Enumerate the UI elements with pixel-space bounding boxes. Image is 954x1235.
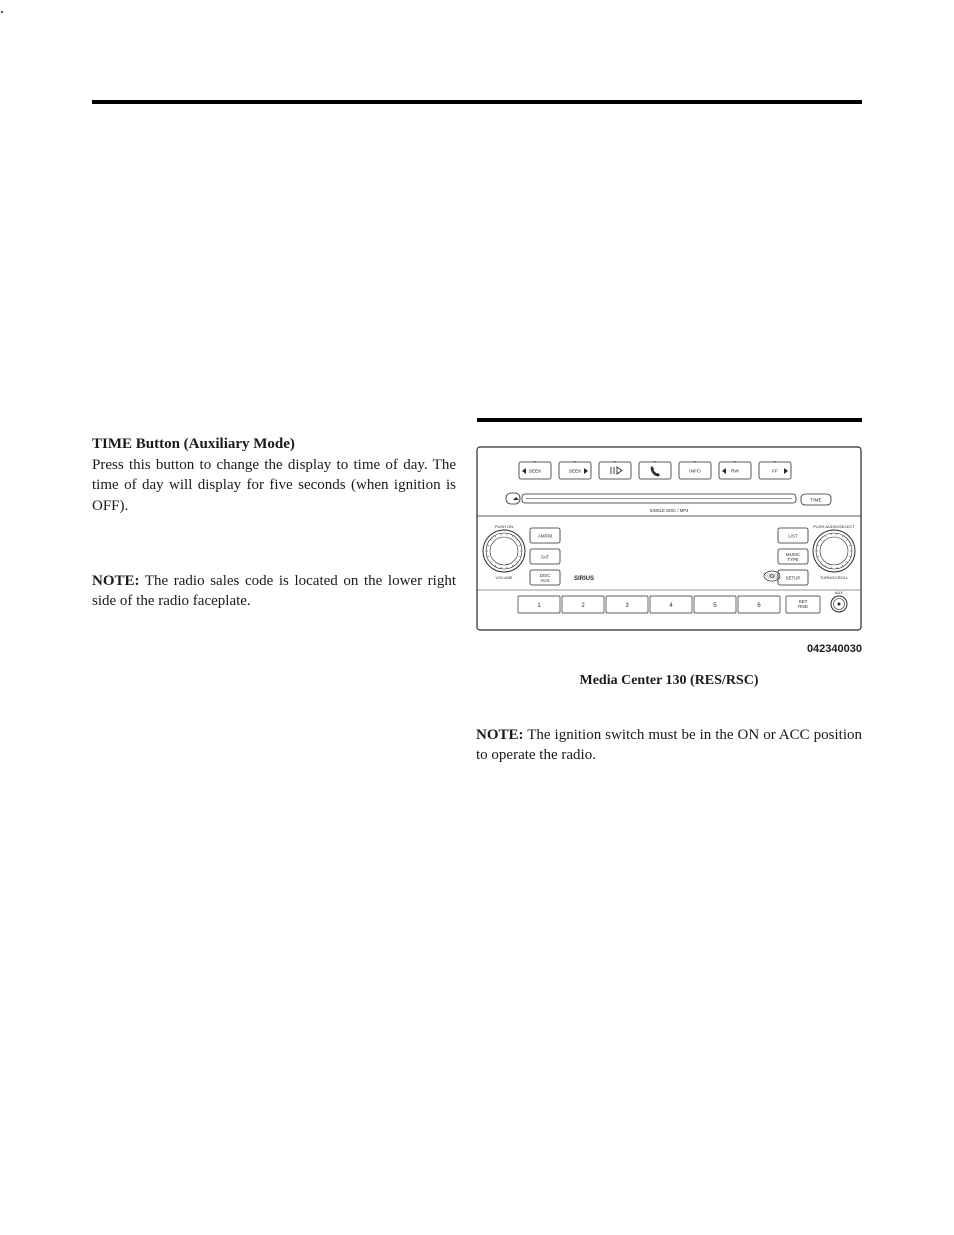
svg-text:SEEK: SEEK (569, 469, 583, 475)
svg-text:FF: FF (772, 469, 778, 475)
top-rule (92, 100, 862, 104)
right-column: SEEK SEEK INFO RW FF TIME SINGLE DISC / MP3… (476, 436, 862, 766)
svg-text:TIME: TIME (810, 498, 821, 504)
svg-text:PUSH ON: PUSH ON (495, 524, 513, 529)
radio-svg: SEEK SEEK INFO RW FF TIME SINGLE DISC / MP3… (476, 436, 862, 641)
mid-rule (477, 418, 862, 422)
svg-text:SIRIUS: SIRIUS (574, 576, 594, 582)
right-note: NOTE: The ignition switch must be in the… (476, 725, 862, 766)
svg-text:SETUP: SETUP (786, 576, 801, 581)
section-body: Press this button to change the display … (92, 455, 456, 516)
svg-text:VOLUME: VOLUME (496, 575, 513, 580)
image-id: 042340030 (476, 643, 862, 655)
svg-text:RW: RW (731, 469, 739, 475)
svg-text:SINGLE DISC / MP3: SINGLE DISC / MP3 (650, 508, 689, 513)
svg-text:SAT: SAT (541, 555, 550, 560)
svg-text:AUX: AUX (540, 578, 549, 583)
svg-text:PUSH AUDIO/SELECT: PUSH AUDIO/SELECT (813, 524, 855, 529)
note-block: NOTE: The radio sales code is located on… (92, 571, 456, 612)
svg-text:RND: RND (798, 604, 808, 609)
svg-text:LIST: LIST (788, 534, 798, 539)
content-area: TIME Button (Auxiliary Mode) Press this … (92, 436, 862, 766)
svg-text:TURN/SCROLL: TURN/SCROLL (820, 575, 849, 580)
svg-text:AUX: AUX (835, 590, 844, 595)
note-text: The radio sales code is located on the l… (92, 573, 456, 609)
section-heading: TIME Button (Auxiliary Mode) (92, 436, 456, 453)
svg-text:INFO: INFO (689, 469, 701, 475)
svg-text:SEEK: SEEK (529, 469, 543, 475)
note-text: The ignition switch must be in the ON or… (476, 727, 862, 763)
svg-text:AM/FM: AM/FM (538, 534, 552, 539)
svg-text:TYPE: TYPE (787, 557, 799, 562)
note-label: NOTE: (92, 573, 140, 589)
figure-caption: Media Center 130 (RES/RSC) (476, 673, 862, 689)
note-label: NOTE: (476, 727, 524, 743)
left-column: TIME Button (Auxiliary Mode) Press this … (92, 436, 456, 766)
radio-figure: SEEK SEEK INFO RW FF TIME SINGLE DISC / MP3… (476, 436, 862, 641)
